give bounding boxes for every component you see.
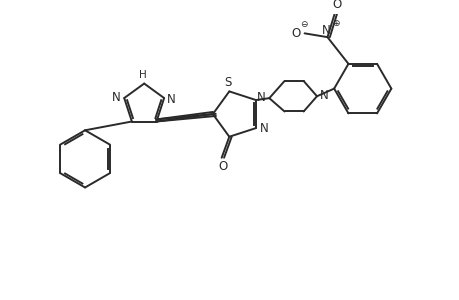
Text: O: O [291,27,300,40]
Text: S: S [224,76,231,89]
Text: N: N [166,92,175,106]
Text: H: H [139,70,147,80]
Text: N: N [319,89,328,102]
Text: O: O [218,160,227,173]
Text: O: O [332,0,341,11]
Text: N: N [112,91,121,103]
Text: ⊖: ⊖ [299,20,307,29]
Text: ⊕: ⊕ [331,19,339,28]
Text: N: N [257,91,265,104]
Text: N: N [321,24,330,37]
Text: N: N [260,122,269,135]
